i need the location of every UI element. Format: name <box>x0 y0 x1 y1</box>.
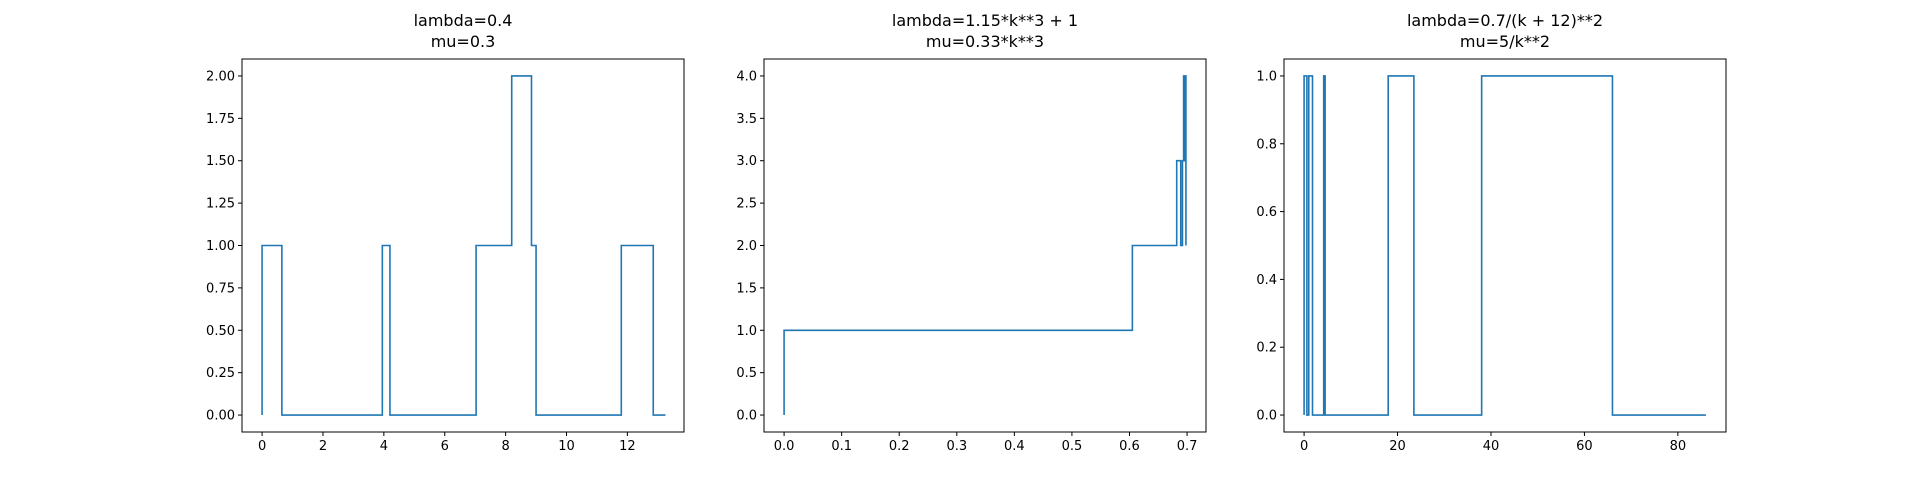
x-tick-label: 0.6 <box>1119 439 1140 454</box>
x-tick-label: 40 <box>1483 439 1500 454</box>
subplot-2-title-line2: mu=0.33*k**3 <box>926 32 1044 51</box>
y-tick-label: 1.0 <box>1256 69 1277 84</box>
y-tick-label: 0.0 <box>736 409 757 424</box>
y-tick-label: 1.25 <box>206 197 235 212</box>
y-tick-label: 1.5 <box>736 281 757 296</box>
x-tick-label: 60 <box>1576 439 1593 454</box>
y-tick-label: 0.4 <box>1256 273 1277 288</box>
subplot-3: lambda=0.7/(k + 12)**2 mu=5/k**2 0 20 40 60… <box>1256 11 1727 454</box>
subplot-2-title-line1: lambda=1.15*k**3 + 1 <box>892 11 1078 30</box>
subplot-3-series <box>1303 75 1706 416</box>
subplot-1-axes-frame <box>241 58 685 433</box>
x-tick-label: 80 <box>1670 439 1687 454</box>
x-tick-label: 8 <box>501 439 509 454</box>
x-tick-label: 10 <box>558 439 575 454</box>
x-tick-label: 0.7 <box>1177 439 1198 454</box>
step-series-line <box>261 75 666 416</box>
x-tick-label: 0.2 <box>889 439 910 454</box>
x-tick-label: 12 <box>619 439 636 454</box>
x-tick-label: 0 <box>258 439 266 454</box>
subplot-1-title-line1: lambda=0.4 <box>414 11 513 30</box>
x-tick-label: 6 <box>441 439 449 454</box>
x-tick-label: 0.1 <box>831 439 852 454</box>
x-tick-label: 20 <box>1389 439 1406 454</box>
y-tick-label: 0.25 <box>206 366 235 381</box>
y-tick-label: 1.75 <box>206 112 235 127</box>
y-tick-label: 3.0 <box>736 154 757 169</box>
y-tick-label: 2.00 <box>206 69 235 84</box>
y-tick-label: 2.5 <box>736 197 757 212</box>
subplot-3-title-line2: mu=5/k**2 <box>1460 32 1550 51</box>
y-tick-label: 0.2 <box>1256 341 1277 356</box>
subplot-1-title-line2: mu=0.3 <box>431 32 496 51</box>
x-tick-label: 0.3 <box>946 439 967 454</box>
y-tick-label: 0.50 <box>206 324 235 339</box>
y-tick-label: 0.5 <box>736 366 757 381</box>
y-tick-label: 0.6 <box>1256 205 1277 220</box>
step-series-line <box>1303 75 1706 416</box>
subplot-1-ticks: 0 2 4 6 8 10 12 0.00 0.25 0.50 0.75 1.00 1.25 1.50 1.7… <box>206 69 636 454</box>
y-tick-label: 2.0 <box>736 239 757 254</box>
subplot-3-ticks: 0 20 40 60 80 0.0 0.2 0.4 0.6 0.8 1.0 <box>1256 69 1686 454</box>
x-tick-label: 2 <box>319 439 327 454</box>
x-tick-label: 4 <box>380 439 388 454</box>
y-tick-label: 0.0 <box>1256 409 1277 424</box>
x-tick-label: 0.4 <box>1004 439 1025 454</box>
subplot-1: lambda=0.4 mu=0.3 0 2 4 6 8 10 120.000.250.500… <box>206 11 685 454</box>
y-tick-label: 0.75 <box>206 281 235 296</box>
subplot-3-axes-frame <box>1283 58 1727 433</box>
subplot-2-axes-frame <box>763 58 1207 433</box>
x-tick-label: 0.0 <box>774 439 795 454</box>
subplot-2-series <box>783 75 1187 416</box>
y-tick-label: 1.0 <box>736 324 757 339</box>
step-series-line <box>783 75 1187 416</box>
subplot-1-series <box>261 75 666 416</box>
y-tick-label: 1.50 <box>206 154 235 169</box>
subplot-3-title-line1: lambda=0.7/(k + 12)**2 <box>1407 11 1603 30</box>
y-tick-label: 0.8 <box>1256 137 1277 152</box>
y-tick-label: 4.0 <box>736 69 757 84</box>
y-tick-label: 3.5 <box>736 112 757 127</box>
subplot-2: lambda=1.15*k**3 + 1 mu=0.33*k**3 0.0 0.1… <box>736 11 1207 454</box>
subplot-2-ticks: 0.0 0.1 0.2 0.3 0.4 0.5 0.6 0.7 0.0 0.5 1.0 1.5 2.0 2… <box>736 69 1197 454</box>
x-tick-label: 0.5 <box>1062 439 1083 454</box>
y-tick-label: 0.00 <box>206 409 235 424</box>
y-tick-label: 1.00 <box>206 239 235 254</box>
x-tick-label: 0 <box>1300 439 1308 454</box>
